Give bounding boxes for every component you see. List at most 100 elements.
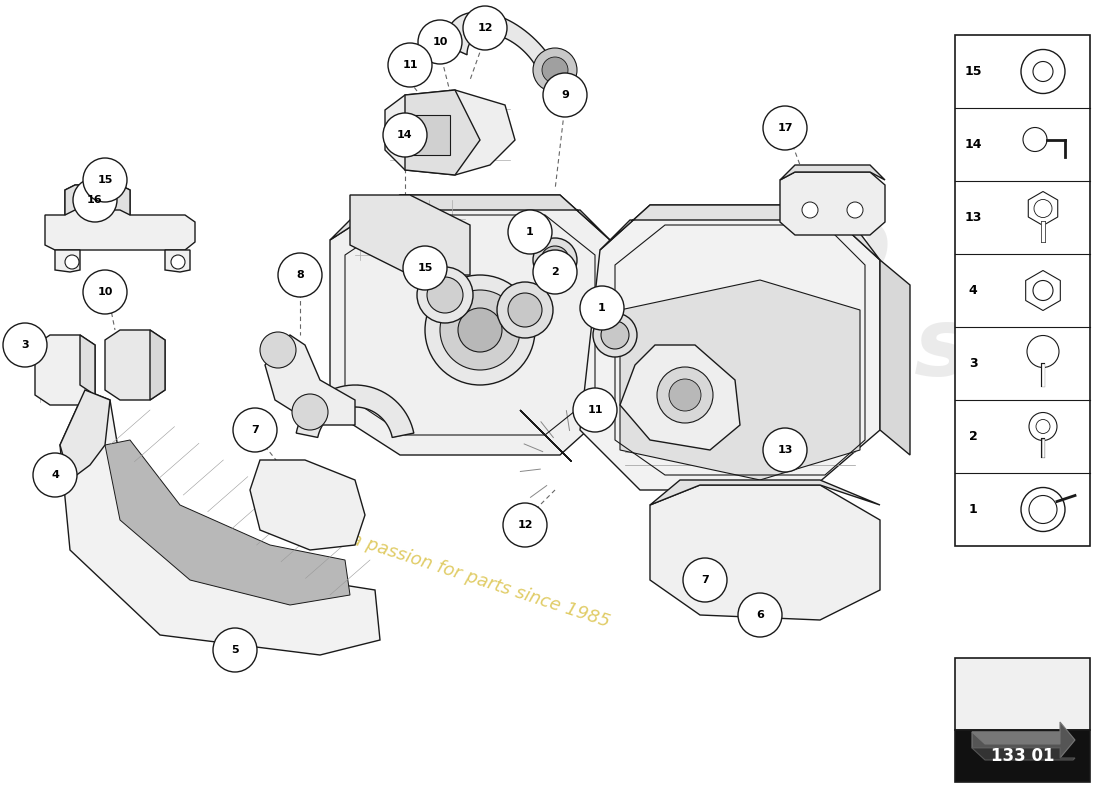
Polygon shape <box>60 390 380 655</box>
Circle shape <box>427 277 463 313</box>
Text: 3: 3 <box>969 357 977 370</box>
Circle shape <box>508 293 542 327</box>
Text: 10: 10 <box>97 287 112 297</box>
Circle shape <box>33 453 77 497</box>
Circle shape <box>418 20 462 64</box>
Text: 14: 14 <box>397 130 412 140</box>
Circle shape <box>683 558 727 602</box>
Polygon shape <box>972 722 1075 758</box>
Circle shape <box>1021 487 1065 531</box>
Circle shape <box>541 246 569 274</box>
Text: 2: 2 <box>969 430 978 443</box>
Circle shape <box>669 379 701 411</box>
Polygon shape <box>410 115 450 155</box>
Polygon shape <box>250 460 365 550</box>
Text: 17: 17 <box>778 123 793 133</box>
Circle shape <box>260 332 296 368</box>
Circle shape <box>458 308 502 352</box>
Circle shape <box>497 282 553 338</box>
Circle shape <box>738 593 782 637</box>
Circle shape <box>542 57 568 83</box>
Circle shape <box>1034 199 1052 218</box>
Circle shape <box>534 238 578 282</box>
Text: 9: 9 <box>561 90 569 100</box>
Circle shape <box>763 106 807 150</box>
Polygon shape <box>446 12 556 68</box>
Circle shape <box>543 73 587 117</box>
Circle shape <box>417 267 473 323</box>
Polygon shape <box>600 205 880 260</box>
Text: 11: 11 <box>403 60 418 70</box>
Circle shape <box>292 394 328 430</box>
Circle shape <box>3 323 47 367</box>
Text: 7: 7 <box>251 425 258 435</box>
Polygon shape <box>150 330 165 400</box>
Text: 14: 14 <box>965 138 981 151</box>
Polygon shape <box>972 732 1060 744</box>
Polygon shape <box>350 195 470 275</box>
Polygon shape <box>45 185 195 250</box>
Text: 15: 15 <box>417 263 432 273</box>
Text: a passion for parts since 1985: a passion for parts since 1985 <box>348 530 612 630</box>
Text: spares: spares <box>607 303 972 397</box>
Circle shape <box>503 503 547 547</box>
Text: 10: 10 <box>432 37 448 47</box>
Circle shape <box>233 408 277 452</box>
Polygon shape <box>330 195 610 240</box>
Text: 3: 3 <box>21 340 29 350</box>
Text: 1: 1 <box>969 503 978 516</box>
Polygon shape <box>650 485 880 620</box>
Circle shape <box>170 255 185 269</box>
Circle shape <box>1033 62 1053 82</box>
Polygon shape <box>165 250 190 272</box>
Text: 7: 7 <box>701 575 708 585</box>
Circle shape <box>403 246 447 290</box>
Polygon shape <box>780 172 886 235</box>
Polygon shape <box>1028 191 1058 226</box>
Circle shape <box>82 270 126 314</box>
Text: 16: 16 <box>87 195 102 205</box>
Text: 8: 8 <box>296 270 304 280</box>
Circle shape <box>534 48 578 92</box>
Polygon shape <box>35 335 95 405</box>
Polygon shape <box>610 240 645 440</box>
Text: 4: 4 <box>51 470 59 480</box>
Circle shape <box>763 428 807 472</box>
Text: euro: euro <box>607 197 893 303</box>
Polygon shape <box>104 440 350 605</box>
Circle shape <box>73 178 117 222</box>
Polygon shape <box>296 385 414 438</box>
Polygon shape <box>620 345 740 450</box>
Circle shape <box>278 253 322 297</box>
Text: 4: 4 <box>969 284 978 297</box>
FancyBboxPatch shape <box>955 730 1090 782</box>
Polygon shape <box>385 90 515 175</box>
Text: 12: 12 <box>477 23 493 33</box>
FancyBboxPatch shape <box>955 658 1090 730</box>
Circle shape <box>65 255 79 269</box>
Circle shape <box>573 388 617 432</box>
Circle shape <box>213 628 257 672</box>
Circle shape <box>425 275 535 385</box>
Polygon shape <box>55 250 80 272</box>
Polygon shape <box>580 205 880 490</box>
Circle shape <box>1021 50 1065 94</box>
Circle shape <box>847 202 864 218</box>
Text: 1: 1 <box>598 303 606 313</box>
Polygon shape <box>60 390 110 480</box>
Circle shape <box>463 6 507 50</box>
Circle shape <box>1027 335 1059 367</box>
Circle shape <box>802 202 818 218</box>
Circle shape <box>1036 419 1050 434</box>
Polygon shape <box>650 480 880 505</box>
Circle shape <box>657 367 713 423</box>
Text: 13: 13 <box>965 211 981 224</box>
Text: 133 01: 133 01 <box>991 747 1054 765</box>
Polygon shape <box>80 335 95 395</box>
Text: 15: 15 <box>97 175 112 185</box>
Polygon shape <box>972 748 1075 760</box>
Polygon shape <box>330 195 610 455</box>
Circle shape <box>580 286 624 330</box>
Circle shape <box>601 321 629 349</box>
Polygon shape <box>1025 270 1060 310</box>
